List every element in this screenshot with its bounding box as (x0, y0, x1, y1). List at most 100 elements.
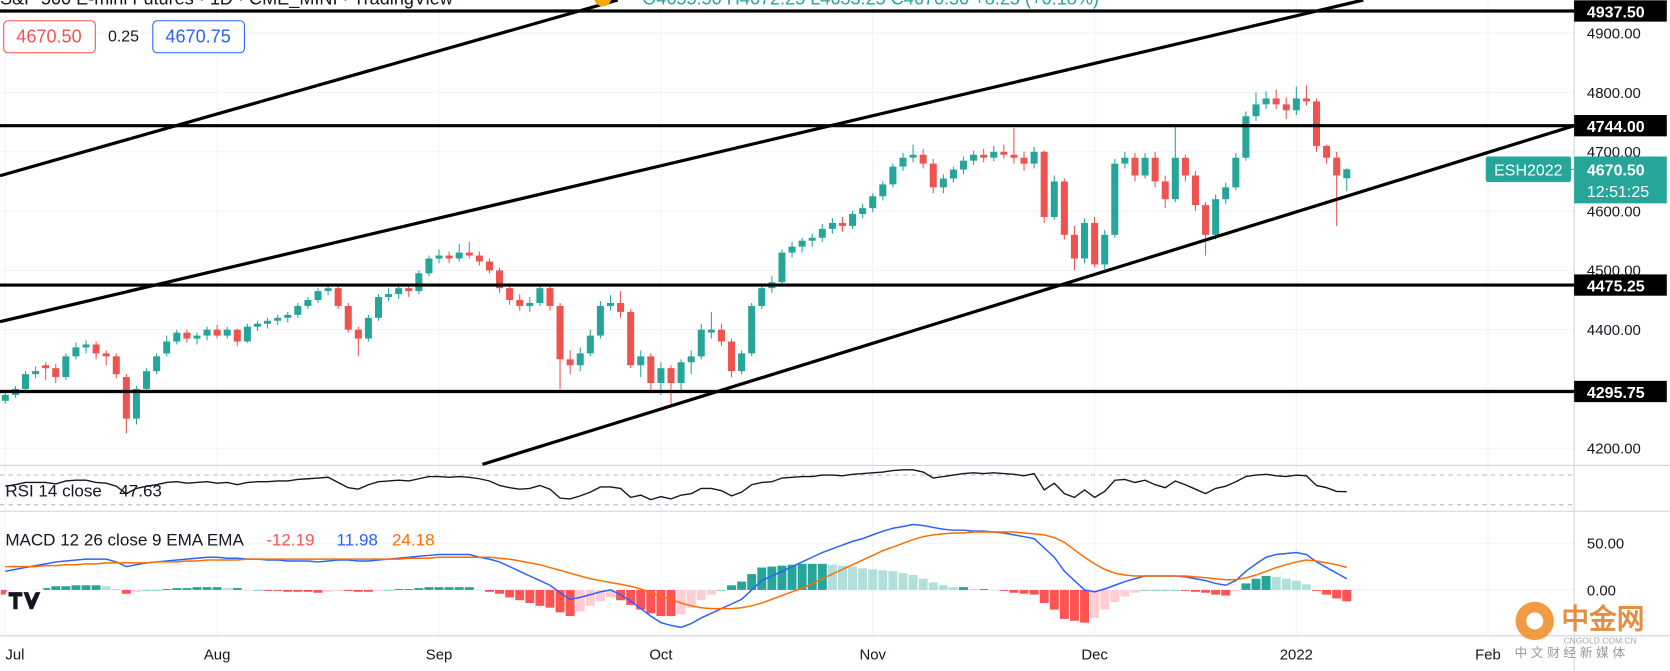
candle-body (617, 302, 625, 312)
candle-body (1020, 157, 1028, 164)
histogram-bar (202, 587, 212, 590)
candle-body (637, 356, 645, 366)
candle-body (647, 356, 655, 384)
histogram-bar (676, 589, 686, 615)
histogram-bar (434, 587, 444, 590)
candle-body (707, 329, 715, 333)
histogram-bar (1090, 589, 1100, 618)
candle-body (596, 305, 604, 336)
candle-body (1161, 181, 1169, 200)
histogram-bar (323, 589, 333, 592)
trend-line[interactable] (0, 0, 1364, 324)
candle-body (82, 344, 90, 348)
histogram-bar (384, 589, 394, 591)
candle-body (889, 166, 897, 185)
histogram-bar (727, 585, 736, 590)
candle-body (223, 329, 231, 336)
candle-body (1171, 157, 1179, 200)
x-tick-label: Feb (1475, 647, 1501, 663)
candle-body (62, 356, 70, 378)
candle-body (990, 151, 998, 158)
histogram-bar (1312, 589, 1321, 591)
histogram-bar (101, 586, 111, 590)
candle-body (92, 344, 100, 354)
candle-body (183, 332, 191, 339)
candle-body (143, 371, 151, 389)
histogram-bar (404, 589, 414, 590)
candle-body (1000, 151, 1008, 155)
candle-body (546, 288, 554, 306)
candle-body (112, 356, 120, 375)
trend-line[interactable] (0, 0, 619, 178)
histogram-bar (1191, 589, 1200, 592)
candle-body (163, 341, 171, 354)
watermark-tagline: 中 文 财 经 新 媒 体 (1515, 645, 1626, 660)
histogram-bar (444, 587, 454, 590)
candle-body (1070, 234, 1078, 259)
histogram-bar (848, 566, 858, 590)
histogram-bar (757, 567, 767, 590)
histogram-bar (192, 587, 202, 590)
candle-body (879, 184, 887, 197)
histogram-bar (575, 589, 585, 612)
histogram-bar (313, 589, 323, 593)
candle-body (122, 377, 130, 419)
candle-body (1262, 98, 1270, 105)
candle-body (627, 311, 635, 366)
histogram-bar (1342, 589, 1352, 602)
histogram-bar (646, 589, 656, 614)
candle-body (1060, 181, 1068, 235)
candle-body (1272, 98, 1280, 105)
candle-body (243, 326, 251, 342)
histogram-bar (817, 563, 827, 590)
histogram-bar (999, 589, 1009, 591)
x-tick-label: Nov (859, 647, 886, 663)
indicator-title[interactable]: MACD 12 26 close 9 EMA EMA (5, 530, 244, 549)
histogram-bar (959, 587, 968, 590)
histogram-bar (565, 589, 575, 617)
histogram-bar (1019, 589, 1029, 594)
histogram-bar (606, 589, 615, 598)
histogram-bar (858, 568, 868, 590)
ask-box[interactable] (152, 20, 245, 54)
countdown: 12:51:25 (1587, 184, 1649, 201)
level-label: 4475.25 (1587, 278, 1645, 295)
bid-box[interactable] (3, 20, 96, 54)
y-tick-label: 50.00 (1587, 537, 1624, 553)
histogram-bar (142, 589, 152, 591)
histogram-bar (969, 589, 979, 590)
histogram-bar (1029, 589, 1039, 595)
y-tick-label: 4900.00 (1587, 27, 1641, 43)
candle-body (1312, 101, 1321, 146)
histogram-bar (767, 566, 777, 590)
logo[interactable] (4, 579, 47, 622)
histogram-bar (1322, 589, 1332, 595)
trend-line[interactable] (481, 124, 1575, 466)
histogram-bar (71, 585, 81, 590)
histogram-bar (111, 589, 121, 590)
bid-price[interactable]: 4670.50 (16, 27, 81, 47)
histogram-bar (363, 589, 373, 592)
histogram-bar (525, 589, 535, 604)
candle-body (385, 294, 393, 298)
histogram-bar (535, 589, 545, 606)
histogram-bar (273, 589, 283, 591)
indicator-title[interactable]: RSI 14 close (5, 481, 102, 500)
candle-body (849, 214, 857, 226)
histogram-bar (51, 586, 61, 590)
histogram-bar (474, 589, 484, 591)
candle-body (939, 178, 947, 188)
histogram-bar (505, 589, 515, 598)
candle-body (132, 388, 140, 419)
histogram-bar (81, 585, 91, 590)
ask-price[interactable]: 4670.75 (165, 27, 230, 47)
grid (0, 0, 1575, 636)
candle-body (21, 374, 30, 389)
histogram-bar (1009, 589, 1019, 593)
candle-body (233, 329, 241, 342)
histogram-bar (182, 588, 192, 590)
candle-body (586, 335, 594, 354)
candle-body (1091, 222, 1099, 265)
candle-body (334, 288, 342, 306)
candle-body (1212, 199, 1220, 235)
